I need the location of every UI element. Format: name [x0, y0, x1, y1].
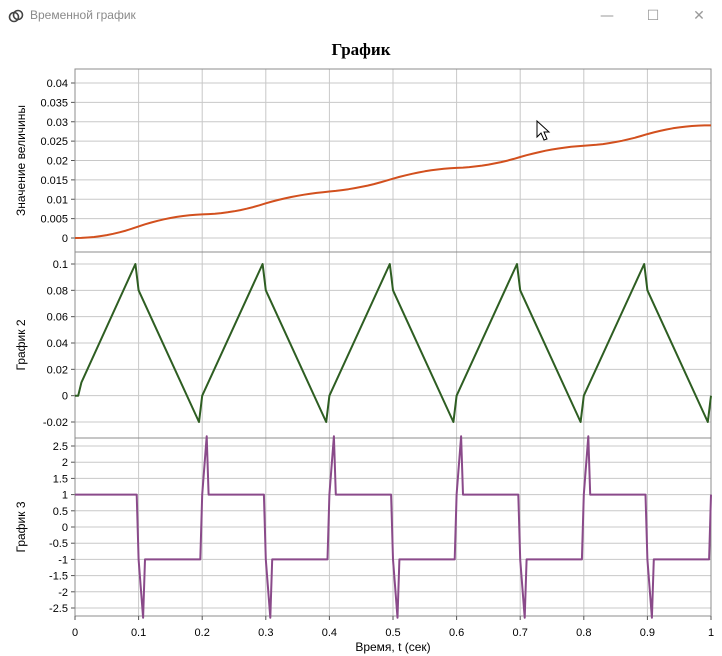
x-tick-label: 0.3: [258, 627, 273, 639]
y-tick-label: 1.5: [53, 473, 68, 485]
y-tick-label: 0.035: [40, 97, 68, 109]
y-tick-label: -0.02: [43, 417, 68, 429]
y-tick-label: 0.04: [47, 338, 68, 350]
y-tick-label: 0.02: [47, 156, 68, 168]
y-tick-label: 0.025: [40, 136, 68, 148]
window-titlebar: Временной график — ☐ ✕: [0, 0, 722, 32]
x-tick-label: 0.6: [449, 627, 464, 639]
y-tick-label: 0: [62, 522, 68, 534]
y-tick-label: -1: [58, 554, 68, 566]
series-line: [75, 263, 712, 423]
series-line: [75, 435, 712, 619]
x-tick-label: 1: [708, 627, 714, 639]
y-tick-label: 1: [62, 490, 68, 502]
y-tick-label: 0.04: [47, 78, 68, 90]
x-axis-label: Время, t (сек): [355, 640, 430, 654]
y-axis-label: График 2: [14, 319, 28, 370]
app-chart-icon: [8, 9, 24, 23]
mouse-cursor-icon: [536, 119, 551, 141]
y-tick-label: 0.02: [47, 364, 68, 376]
close-button[interactable]: ✕: [676, 0, 722, 32]
y-tick-label: 0.005: [40, 214, 68, 226]
maximize-icon: ☐: [646, 8, 660, 24]
y-axis-label: График 3: [14, 501, 28, 552]
y-tick-label: -1.5: [49, 571, 68, 583]
y-tick-label: 0: [62, 391, 68, 403]
y-tick-label: 0.1: [53, 259, 68, 271]
y-tick-label: 2.5: [53, 441, 68, 453]
y-tick-label: 0.5: [53, 506, 68, 518]
chart-title: График: [331, 40, 391, 59]
y-tick-label: 0.015: [40, 175, 68, 187]
y-tick-label: -2: [58, 587, 68, 599]
minimize-icon: —: [600, 8, 614, 24]
y-tick-label: -0.5: [49, 538, 68, 550]
y-tick-label: 0: [62, 233, 68, 245]
y-axis-label: Значение величины: [14, 105, 28, 216]
x-tick-label: 0.7: [513, 627, 528, 639]
y-tick-label: 0.06: [47, 312, 68, 324]
x-tick-label: 0.8: [576, 627, 591, 639]
x-tick-label: 0.4: [322, 627, 337, 639]
y-tick-label: 2: [62, 457, 68, 469]
minimize-button[interactable]: —: [584, 0, 630, 32]
x-tick-label: 0.1: [131, 627, 146, 639]
x-tick-label: 0.9: [640, 627, 655, 639]
maximize-button[interactable]: ☐: [630, 0, 676, 32]
close-icon: ✕: [693, 8, 705, 24]
x-tick-label: 0: [72, 627, 78, 639]
x-tick-label: 0.5: [385, 627, 400, 639]
y-tick-label: 0.03: [47, 117, 68, 129]
y-tick-label: 0.08: [47, 285, 68, 297]
window-title: Временной график: [30, 8, 136, 22]
series-line: [74, 124, 711, 239]
y-tick-label: -2.5: [49, 603, 68, 615]
y-tick-label: 0.01: [47, 194, 68, 206]
x-tick-label: 0.2: [195, 627, 210, 639]
